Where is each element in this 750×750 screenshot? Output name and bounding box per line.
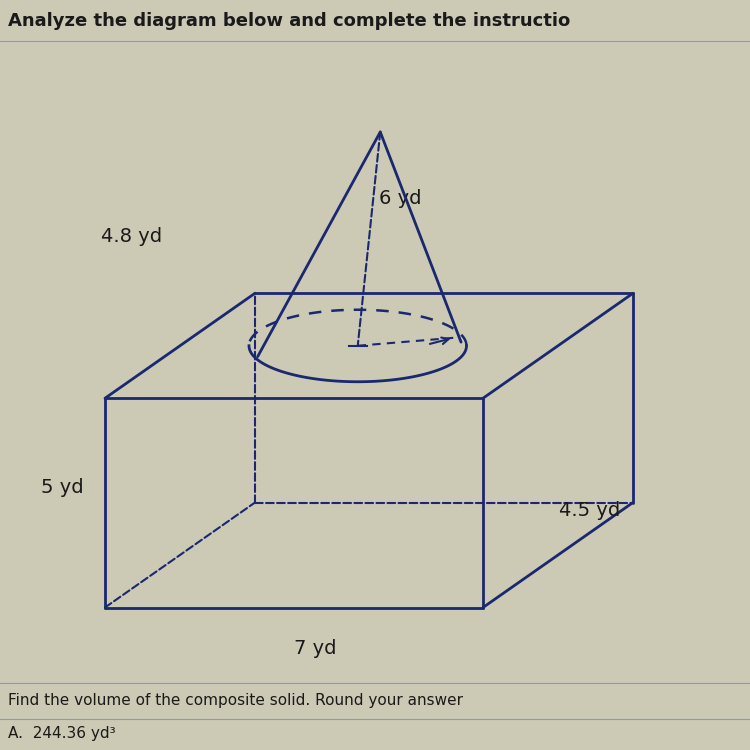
Text: 5 yd: 5 yd [41, 478, 84, 497]
Text: A.  244.36 yd³: A. 244.36 yd³ [8, 726, 115, 741]
Text: 4.5 yd: 4.5 yd [559, 500, 620, 520]
Text: Analyze the diagram below and complete the instructio: Analyze the diagram below and complete t… [8, 12, 570, 30]
Text: 6 yd: 6 yd [379, 189, 422, 209]
Text: 4.8 yd: 4.8 yd [101, 226, 162, 246]
Text: 7 yd: 7 yd [294, 639, 336, 658]
Text: Find the volume of the composite solid. Round your answer: Find the volume of the composite solid. … [8, 693, 463, 708]
